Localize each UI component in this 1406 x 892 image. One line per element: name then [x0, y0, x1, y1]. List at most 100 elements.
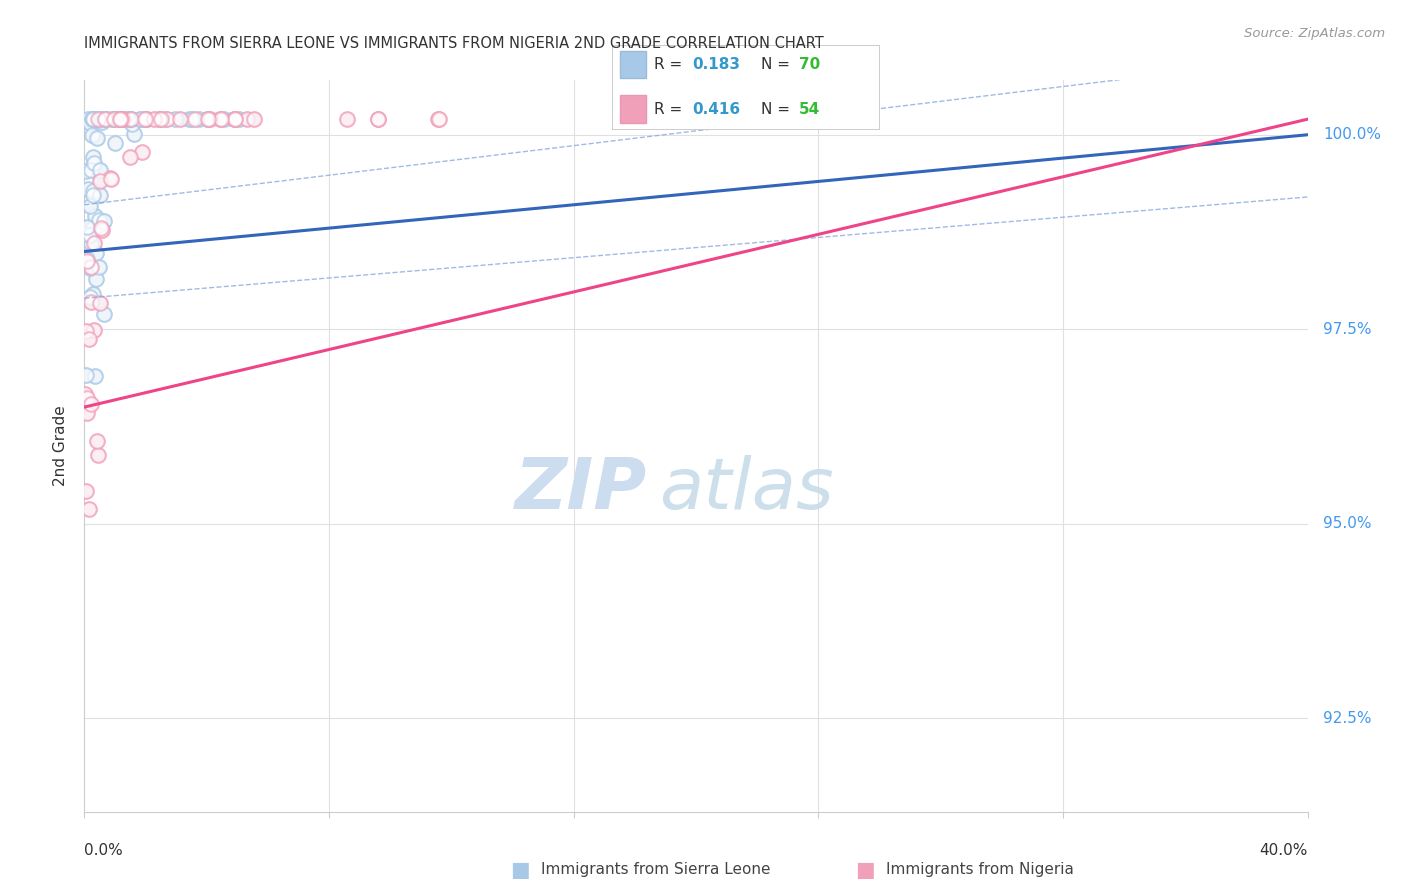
- Y-axis label: 2nd Grade: 2nd Grade: [53, 406, 69, 486]
- Point: [82, 112, 104, 127]
- Point: [82, 184, 104, 198]
- Point: [108, 112, 131, 127]
- Point: [243, 112, 266, 127]
- Point: [79, 502, 101, 516]
- Point: [86, 130, 108, 145]
- Point: [104, 112, 127, 127]
- Point: [91, 112, 114, 127]
- Point: [86, 130, 108, 145]
- Point: [82, 188, 104, 202]
- Point: [76, 220, 98, 235]
- Point: [82, 220, 104, 235]
- Point: [84, 245, 107, 260]
- Point: [89, 112, 111, 127]
- Point: [82, 150, 104, 164]
- Point: [179, 112, 201, 127]
- Point: [84, 272, 107, 286]
- Point: [118, 150, 141, 164]
- Point: [80, 235, 103, 250]
- Point: [224, 112, 246, 127]
- Point: [87, 448, 110, 462]
- Point: [135, 112, 157, 127]
- Point: [101, 112, 124, 127]
- Point: [75, 227, 97, 241]
- Point: [82, 220, 104, 235]
- Point: [120, 112, 142, 127]
- Point: [135, 112, 157, 127]
- Point: [195, 112, 218, 127]
- Point: [79, 199, 101, 213]
- Point: [209, 112, 232, 127]
- Point: [134, 112, 156, 127]
- Point: [83, 156, 105, 170]
- Point: [110, 112, 132, 127]
- Text: Source: ZipAtlas.com: Source: ZipAtlas.com: [1244, 27, 1385, 40]
- Point: [163, 112, 186, 127]
- Point: [228, 112, 250, 127]
- Point: [91, 112, 114, 127]
- Point: [134, 112, 156, 127]
- Point: [214, 112, 236, 127]
- Point: [128, 112, 150, 127]
- Point: [110, 112, 132, 127]
- Point: [366, 112, 388, 127]
- Point: [153, 112, 176, 127]
- Point: [228, 112, 250, 127]
- Point: [83, 235, 105, 250]
- Point: [89, 174, 111, 188]
- Point: [76, 252, 98, 267]
- Text: 0.183: 0.183: [692, 57, 740, 72]
- Point: [82, 287, 104, 301]
- Point: [82, 150, 104, 164]
- Text: 97.5%: 97.5%: [1323, 322, 1371, 337]
- Point: [103, 112, 125, 127]
- Point: [89, 188, 111, 202]
- Point: [83, 323, 105, 337]
- Point: [83, 209, 105, 223]
- Point: [91, 115, 114, 129]
- Point: [77, 182, 100, 196]
- Point: [143, 112, 166, 127]
- Point: [243, 112, 266, 127]
- Point: [89, 112, 111, 127]
- Text: N =: N =: [761, 102, 794, 117]
- Point: [124, 128, 146, 142]
- Text: R =: R =: [654, 102, 688, 117]
- Text: ■: ■: [855, 860, 875, 880]
- Point: [77, 332, 100, 346]
- Point: [90, 221, 112, 235]
- Point: [93, 307, 115, 321]
- Point: [77, 112, 100, 127]
- Point: [209, 112, 232, 127]
- Point: [87, 213, 110, 227]
- Point: [89, 296, 111, 310]
- Point: [76, 406, 98, 420]
- Point: [82, 128, 104, 143]
- Point: [82, 112, 104, 127]
- Point: [111, 112, 134, 127]
- Point: [180, 112, 202, 127]
- Point: [117, 112, 139, 127]
- Point: [214, 112, 236, 127]
- Point: [94, 112, 117, 127]
- Point: [94, 112, 117, 127]
- Point: [89, 260, 111, 274]
- Point: [156, 112, 179, 127]
- Point: [93, 112, 115, 127]
- Point: [195, 112, 218, 127]
- Text: 70: 70: [799, 57, 820, 72]
- Point: [236, 112, 259, 127]
- Point: [80, 235, 103, 250]
- Point: [80, 112, 103, 127]
- Point: [87, 448, 110, 462]
- Point: [120, 112, 142, 127]
- Point: [120, 112, 142, 127]
- Point: [131, 145, 153, 160]
- Point: [77, 182, 100, 196]
- Point: [124, 128, 146, 142]
- Point: [107, 112, 129, 127]
- Point: [108, 112, 131, 127]
- Point: [224, 112, 246, 127]
- Point: [82, 112, 104, 127]
- Point: [86, 112, 108, 127]
